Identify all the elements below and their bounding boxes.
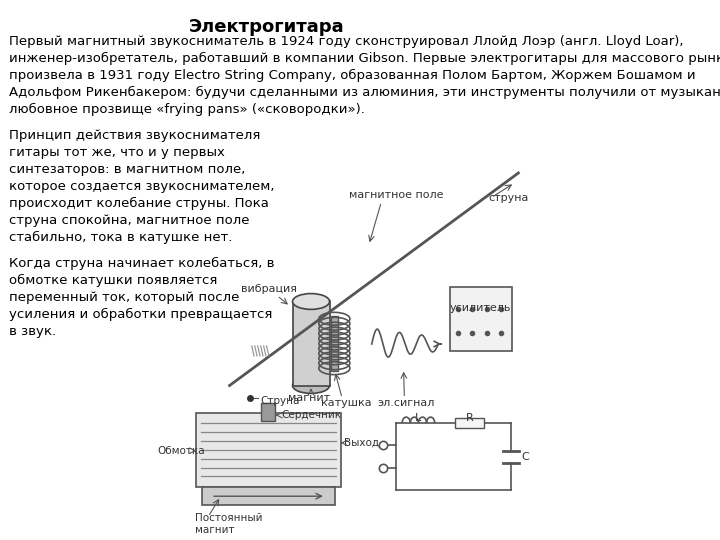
Bar <box>449 287 513 351</box>
Text: катушка: катушка <box>321 399 372 408</box>
Ellipse shape <box>292 294 330 309</box>
Text: Принцип действия звукоснимателя
гитары тот же, что и у первых
синтезаторов: в ма: Принцип действия звукоснимателя гитары т… <box>9 129 274 244</box>
Text: струна: струна <box>489 193 529 202</box>
Bar <box>202 487 335 505</box>
Bar <box>331 316 338 370</box>
Text: магнит: магнит <box>289 394 330 403</box>
Text: усилитель: усилитель <box>449 303 510 313</box>
Text: Обмотка: Обмотка <box>158 446 205 456</box>
Text: магнитное поле: магнитное поле <box>349 190 444 200</box>
Ellipse shape <box>292 377 330 394</box>
Text: R: R <box>466 413 473 423</box>
Text: C: C <box>521 451 529 462</box>
Bar <box>261 403 276 421</box>
Bar <box>197 413 341 487</box>
Text: Первый магнитный звукосниматель в 1924 году сконструировал Ллойд Лоэр (англ. Llo: Первый магнитный звукосниматель в 1924 г… <box>9 35 720 116</box>
Text: Постоянный
магнит: Постоянный магнит <box>195 513 262 536</box>
Bar <box>292 301 330 386</box>
Text: Электрогитара: Электрогитара <box>189 18 344 36</box>
Text: вибрация: вибрация <box>240 284 297 294</box>
Text: Когда струна начинает колебаться, в
обмотке катушки появляется
переменный ток, к: Когда струна начинает колебаться, в обмо… <box>9 257 274 338</box>
Text: Сердечник: Сердечник <box>282 410 341 420</box>
Text: L: L <box>415 413 421 423</box>
Text: эл.сигнал: эл.сигнал <box>377 399 434 408</box>
Text: Выход: Выход <box>343 438 379 448</box>
Bar <box>456 418 484 428</box>
Text: Струна: Струна <box>260 396 300 406</box>
